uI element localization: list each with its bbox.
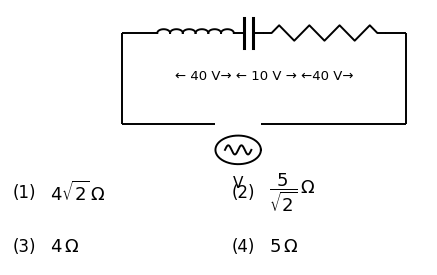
- Text: $4\sqrt{2}\,\Omega$: $4\sqrt{2}\,\Omega$: [50, 180, 106, 205]
- Text: $\dfrac{5}{\sqrt{2}}\,\Omega$: $\dfrac{5}{\sqrt{2}}\,\Omega$: [269, 171, 316, 214]
- Text: (2): (2): [232, 183, 255, 202]
- Text: V: V: [233, 175, 243, 191]
- Text: $4\,\Omega$: $4\,\Omega$: [50, 238, 80, 257]
- Text: (3): (3): [13, 238, 37, 257]
- Text: $5\,\Omega$: $5\,\Omega$: [269, 238, 298, 257]
- Text: (1): (1): [13, 183, 37, 202]
- Text: (4): (4): [232, 238, 255, 257]
- Text: ← 40 V→ ← 10 V → ←40 V→: ← 40 V→ ← 10 V → ←40 V→: [175, 70, 354, 84]
